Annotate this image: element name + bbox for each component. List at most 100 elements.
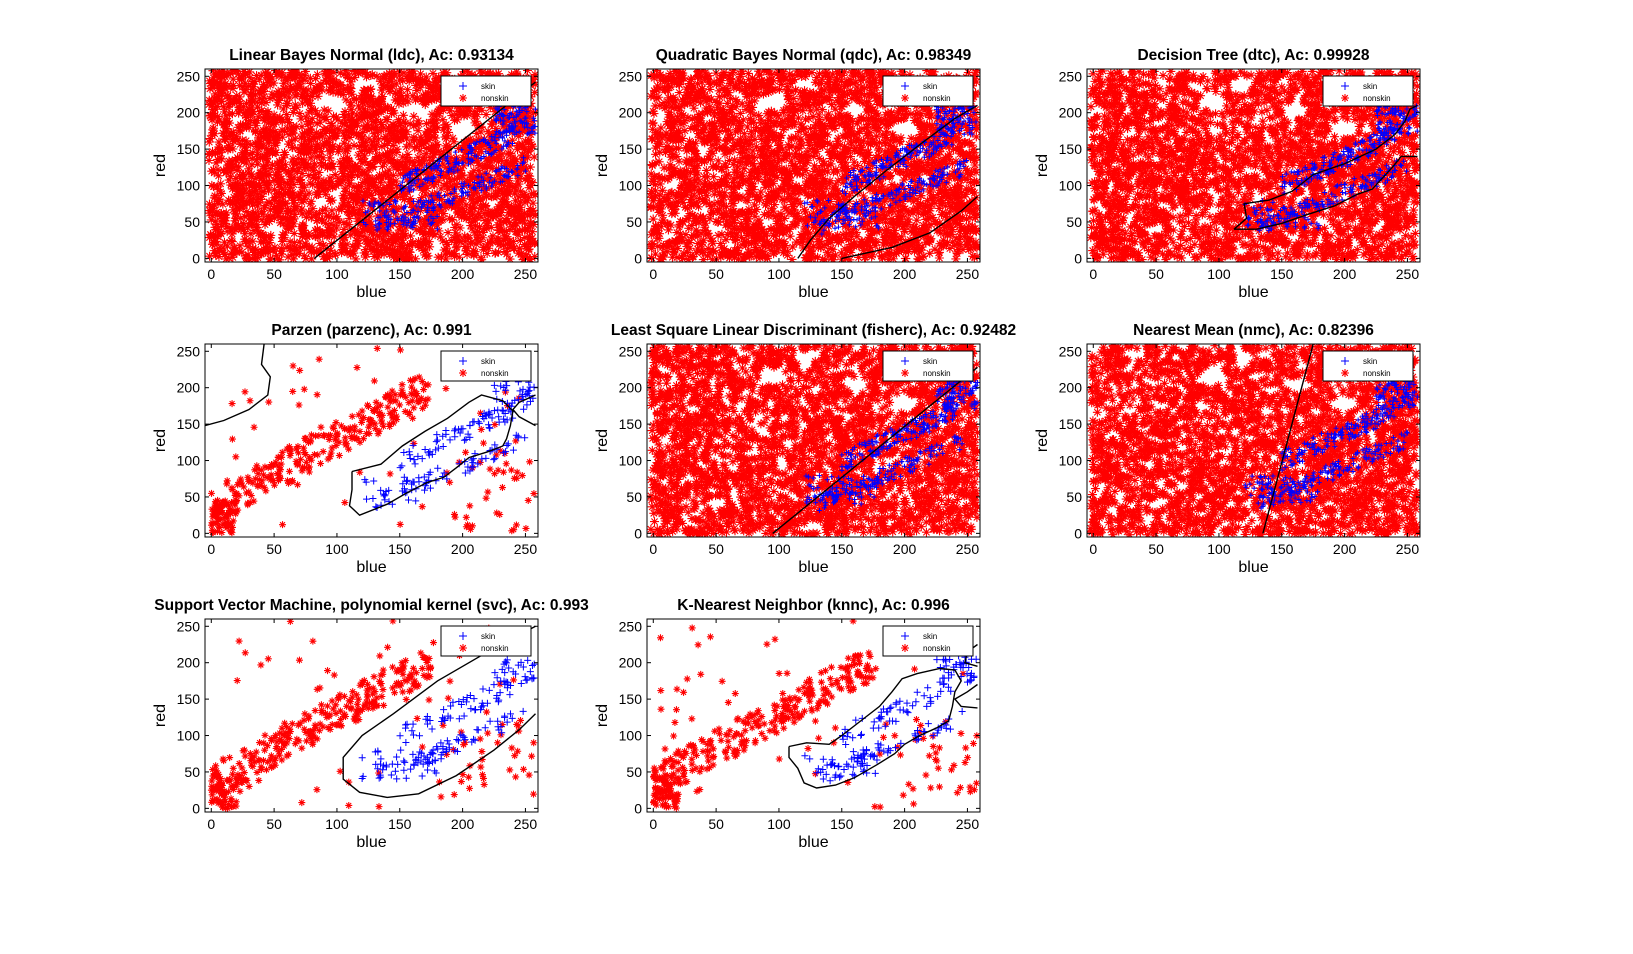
legend: skin nonskin <box>1322 75 1414 107</box>
y-tick-label: 50 <box>184 764 200 780</box>
legend-skin: skin <box>923 357 937 366</box>
y-axis-label: red <box>152 429 169 452</box>
decision-boundary <box>342 625 536 799</box>
y-axis-label: red <box>152 704 169 727</box>
x-axis-label: blue <box>356 834 386 851</box>
y-tick-label: 100 <box>177 728 201 744</box>
x-tick-label: 250 <box>956 266 980 282</box>
legend-skin: skin <box>923 632 937 641</box>
y-tick-label: 0 <box>634 525 642 541</box>
y-tick-label: 200 <box>177 380 201 396</box>
legend-nonskin: nonskin <box>923 369 951 378</box>
x-tick-label: 50 <box>1148 541 1164 557</box>
y-tick-label: 200 <box>619 105 643 121</box>
legend-nonskin: nonskin <box>481 644 509 653</box>
skin-points <box>361 378 538 512</box>
y-tick-label: 100 <box>619 728 643 744</box>
nonskin-points <box>647 344 980 537</box>
x-tick-label: 0 <box>207 266 215 282</box>
y-tick-label: 200 <box>177 655 201 671</box>
decision-boundary <box>313 81 536 259</box>
x-tick-label: 200 <box>1333 541 1357 557</box>
legend-nonskin: nonskin <box>1363 94 1391 103</box>
x-tick-label: 200 <box>893 816 917 832</box>
y-tick-label: 50 <box>1066 214 1082 230</box>
subplot-2: Quadratic Bayes Normal (qdc), Ac: 0.9834… <box>594 47 981 301</box>
y-tick-label: 150 <box>177 141 201 157</box>
subplot-title: Parzen (parzenc), Ac: 0.991 <box>271 322 472 339</box>
ticks: 0 50 100 150 200 250 0 50 100 150 200 250 <box>177 68 538 282</box>
skin-points <box>360 103 538 233</box>
y-tick-label: 50 <box>626 489 642 505</box>
x-tick-label: 100 <box>767 816 791 832</box>
legend: skin nonskin <box>440 75 532 107</box>
ticks: 0 50 100 150 200 250 0 50 100 150 200 250 <box>1059 68 1420 282</box>
axes-frame <box>646 68 981 263</box>
legend: skin nonskin <box>440 625 532 657</box>
x-tick-label: 50 <box>708 266 724 282</box>
x-tick-label: 50 <box>708 541 724 557</box>
x-tick-label: 50 <box>1148 266 1164 282</box>
y-tick-label: 250 <box>619 68 643 84</box>
y-tick-label: 250 <box>1059 343 1083 359</box>
y-tick-label: 250 <box>177 618 201 634</box>
x-tick-label: 50 <box>266 816 282 832</box>
decision-boundary <box>772 366 978 534</box>
subplot-8: K-Nearest Neighbor (knnc), Ac: 0.996 0 50 1… <box>594 597 981 851</box>
x-tick-label: 100 <box>325 541 349 557</box>
subplot-4: Parzen (parzenc), Ac: 0.991 0 50 100 150 200 2… <box>152 322 539 576</box>
y-tick-label: 50 <box>184 214 200 230</box>
x-tick-label: 250 <box>1396 266 1420 282</box>
subplot-title: K-Nearest Neighbor (knnc), Ac: 0.996 <box>677 597 950 614</box>
x-tick-label: 200 <box>451 266 475 282</box>
y-axis-label: red <box>1034 429 1051 452</box>
y-tick-label: 0 <box>1074 525 1082 541</box>
y-tick-label: 0 <box>634 250 642 266</box>
legend-skin: skin <box>481 357 495 366</box>
y-tick-label: 200 <box>619 655 643 671</box>
y-tick-label: 100 <box>177 453 201 469</box>
legend-nonskin: nonskin <box>1363 369 1391 378</box>
subplot-grid: Linear Bayes Normal (ldc), Ac: 0.93134 0 5… <box>152 47 1421 851</box>
y-tick-label: 0 <box>634 800 642 816</box>
axes-frame <box>204 68 539 263</box>
x-axis-label: blue <box>1238 559 1268 576</box>
x-axis-label: blue <box>356 284 386 301</box>
y-tick-label: 100 <box>1059 178 1083 194</box>
x-tick-label: 250 <box>956 541 980 557</box>
subplot-6: Nearest Mean (nmc), Ac: 0.82396 0 50 100 150… <box>1034 322 1421 576</box>
x-tick-label: 200 <box>893 266 917 282</box>
legend-skin: skin <box>481 632 495 641</box>
legend: skin nonskin <box>882 75 974 107</box>
x-tick-label: 0 <box>649 541 657 557</box>
x-tick-label: 150 <box>388 816 412 832</box>
decision-boundary <box>205 344 536 517</box>
y-tick-label: 0 <box>192 250 200 266</box>
x-tick-label: 50 <box>708 816 724 832</box>
legend: skin nonskin <box>882 625 974 657</box>
x-tick-label: 150 <box>830 266 854 282</box>
x-tick-label: 200 <box>1333 266 1357 282</box>
legend-nonskin: nonskin <box>923 94 951 103</box>
y-tick-label: 50 <box>626 214 642 230</box>
y-tick-label: 200 <box>177 105 201 121</box>
ticks: 0 50 100 150 200 250 0 50 100 150 200 250 <box>619 618 980 832</box>
x-tick-label: 150 <box>830 541 854 557</box>
y-tick-label: 0 <box>192 525 200 541</box>
y-tick-label: 100 <box>619 178 643 194</box>
y-tick-label: 150 <box>619 416 643 432</box>
y-tick-label: 0 <box>1074 250 1082 266</box>
y-tick-label: 100 <box>619 453 643 469</box>
x-tick-label: 250 <box>514 266 538 282</box>
subplot-title: Linear Bayes Normal (ldc), Ac: 0.93134 <box>229 47 514 64</box>
axes-frame <box>1086 343 1421 538</box>
y-tick-label: 150 <box>177 691 201 707</box>
nonskin-points <box>650 619 980 812</box>
legend-skin: skin <box>923 82 937 91</box>
decision-boundary <box>1233 104 1418 230</box>
x-tick-label: 0 <box>1089 541 1097 557</box>
nonskin-points <box>207 619 538 812</box>
x-tick-label: 150 <box>388 541 412 557</box>
x-axis-label: blue <box>798 284 828 301</box>
